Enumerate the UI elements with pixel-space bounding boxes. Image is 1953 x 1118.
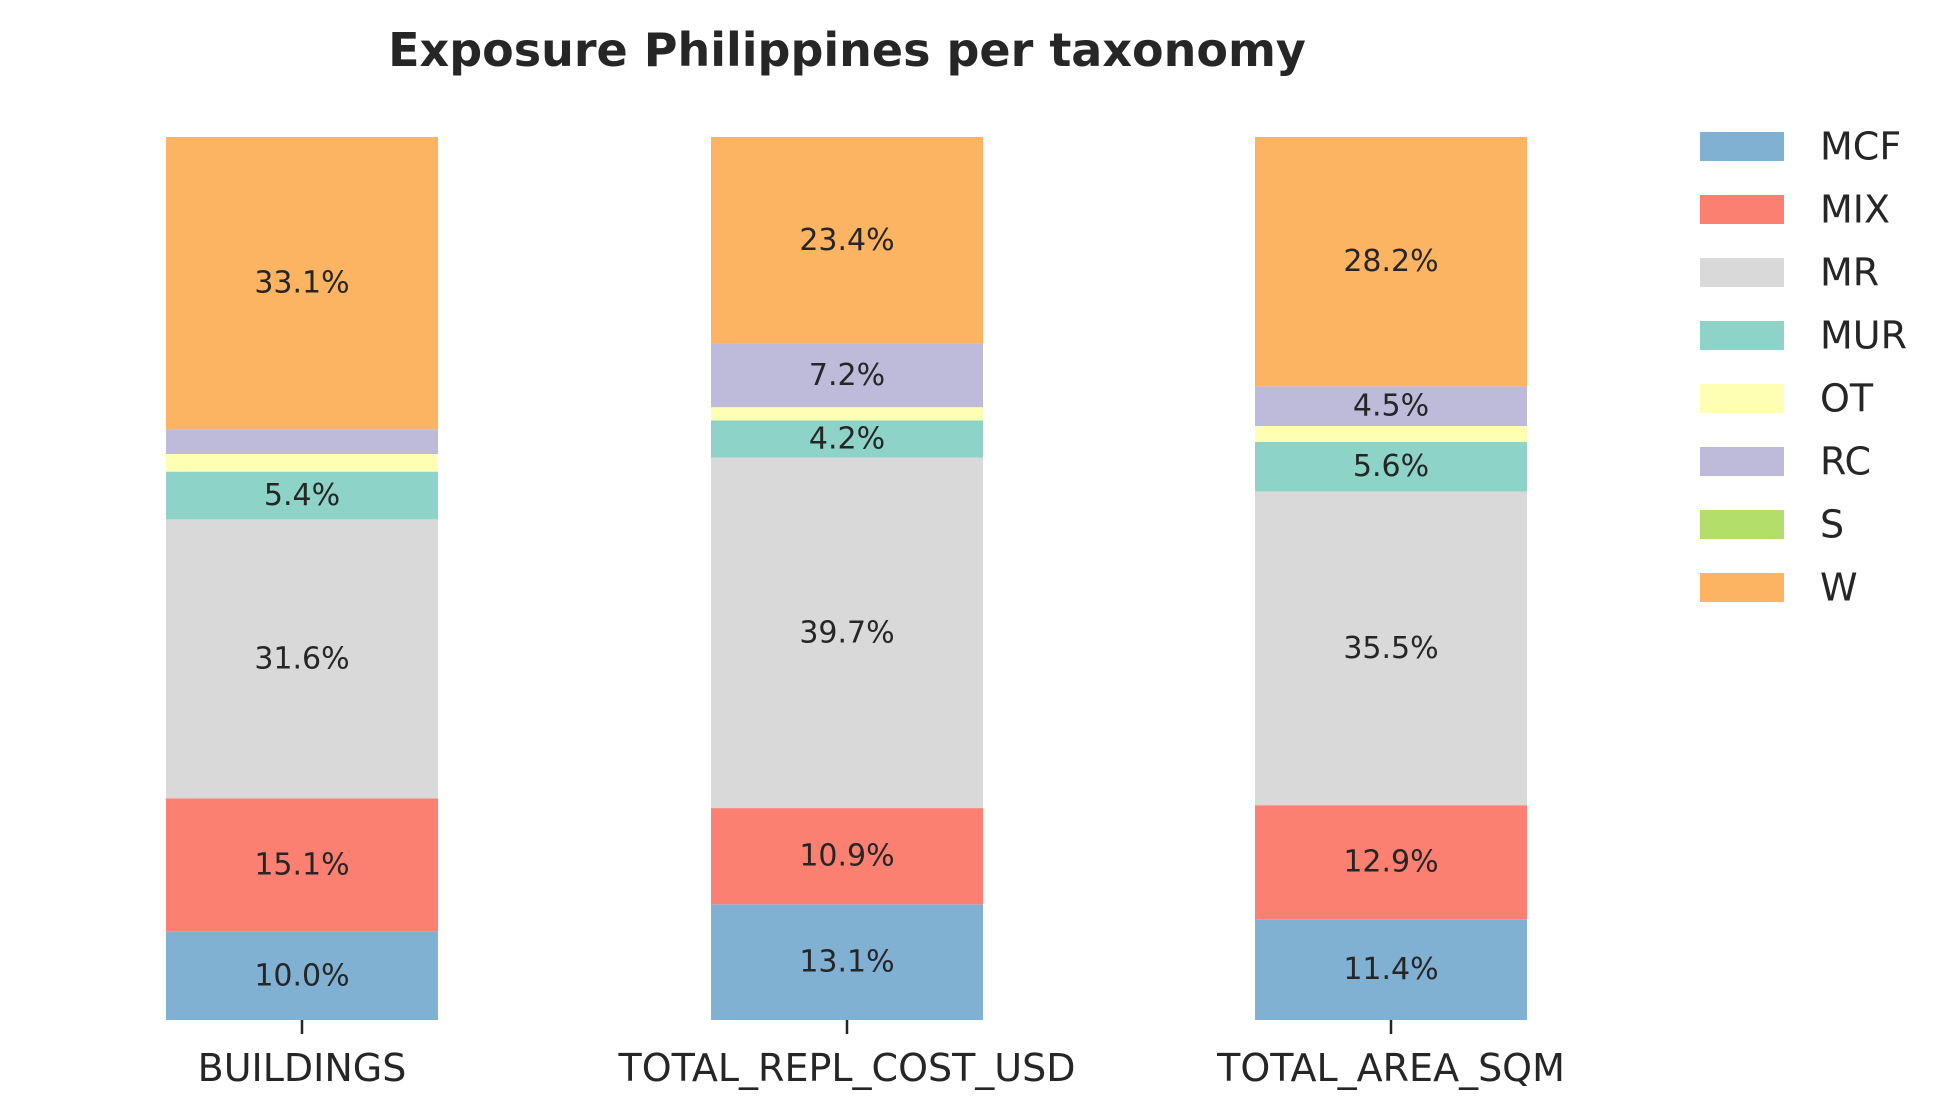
bars-layer (166, 137, 1527, 1020)
x-axis: BUILDINGS TOTAL_REPL_COST_USD TOTAL_AREA_S… (198, 1020, 1565, 1090)
bar-label-mur-total_repl_cost_usd: 4.2% (809, 421, 885, 456)
legend-label-ot: OT (1820, 377, 1874, 421)
bar-segment-mix-total_repl_cost_usd (711, 808, 983, 905)
bar-segment-mcf-total_area_sqm (1255, 919, 1527, 1020)
bar-segment-mix-total_area_sqm (1255, 805, 1527, 920)
legend-label-s: S (1820, 503, 1844, 547)
bar-label-mix-total_area_sqm: 12.9% (1343, 845, 1438, 880)
legend-label-mr: MR (1820, 251, 1879, 295)
bar-label-mix-total_repl_cost_usd: 10.9% (799, 839, 894, 874)
bar-segment-w-total_area_sqm (1255, 137, 1527, 387)
bar-segment-mur-total_area_sqm (1255, 441, 1527, 492)
bar-segment-mur-total_repl_cost_usd (711, 420, 983, 458)
legend-swatch-mix (1700, 195, 1784, 224)
bar-segment-mur-buildings (166, 471, 438, 520)
bar-label-mcf-total_area_sqm: 11.4% (1343, 952, 1438, 987)
legend-label-mcf: MCF (1820, 125, 1901, 169)
bar-label-mix-buildings: 15.1% (254, 848, 349, 883)
legend-swatch-mr (1700, 258, 1784, 287)
bar-label-mr-total_repl_cost_usd: 39.7% (799, 615, 894, 650)
legend-swatch-mcf (1700, 132, 1784, 161)
bar-label-mr-total_area_sqm: 35.5% (1343, 631, 1438, 666)
legend-swatch-s (1700, 510, 1784, 539)
bar-segment-mix-buildings (166, 798, 438, 932)
legend-swatch-rc (1700, 447, 1784, 476)
bar-segment-rc-buildings (166, 429, 438, 454)
chart-title: Exposure Philippines per taxonomy (388, 23, 1306, 77)
x-tick-label: TOTAL_REPL_COST_USD (617, 1046, 1075, 1090)
legend-label-mur: MUR (1820, 314, 1907, 358)
bar-segment-w-total_repl_cost_usd (711, 137, 983, 344)
bar-segment-ot-total_area_sqm (1255, 426, 1527, 442)
bar-segment-mcf-total_repl_cost_usd (711, 904, 983, 1020)
x-tick-label: TOTAL_AREA_SQM (1216, 1046, 1565, 1090)
legend-swatch-w (1700, 573, 1784, 602)
bar-segment-mr-total_repl_cost_usd (711, 457, 983, 809)
bar-label-mr-buildings: 31.6% (254, 641, 349, 676)
bar-label-rc-total_area_sqm: 4.5% (1353, 389, 1429, 424)
bar-label-rc-total_repl_cost_usd: 7.2% (809, 358, 885, 393)
bar-segment-ot-buildings (166, 453, 438, 472)
bar-segment-ot-total_repl_cost_usd (711, 407, 983, 421)
bar-label-mur-buildings: 5.4% (264, 478, 340, 513)
legend-label-w: W (1820, 566, 1858, 610)
bar-labels-layer: 10.0% 15.1% 31.6% 5.4% 33.1% 13.1% 10.9% 39.7% 4… (254, 223, 1438, 994)
bar-segment-mr-buildings (166, 519, 438, 799)
legend-swatch-ot (1700, 384, 1784, 413)
bar-label-w-total_area_sqm: 28.2% (1343, 244, 1438, 279)
bar-segment-w-buildings (166, 137, 438, 430)
legend: MCF MIX MR MUR OT RC SW (1700, 125, 1907, 610)
legend-swatch-mur (1700, 321, 1784, 350)
bar-label-mcf-total_repl_cost_usd: 13.1% (799, 945, 894, 980)
bar-label-mur-total_area_sqm: 5.6% (1353, 449, 1429, 484)
x-tick-label: BUILDINGS (198, 1046, 407, 1090)
bar-label-w-buildings: 33.1% (254, 266, 349, 301)
bar-label-w-total_repl_cost_usd: 23.4% (799, 223, 894, 258)
bar-segment-mcf-buildings (166, 931, 438, 1020)
bar-segment-rc-total_repl_cost_usd (711, 343, 983, 408)
bar-segment-rc-total_area_sqm (1255, 386, 1527, 427)
bar-label-mcf-buildings: 10.0% (254, 958, 349, 993)
legend-label-rc: RC (1820, 440, 1871, 484)
legend-label-mix: MIX (1820, 188, 1890, 232)
bar-segment-mr-total_area_sqm (1255, 491, 1527, 806)
